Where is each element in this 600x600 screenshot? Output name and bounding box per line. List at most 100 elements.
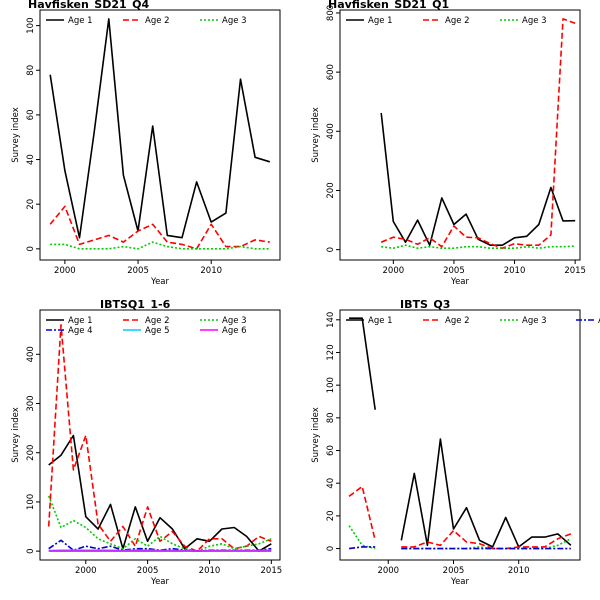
- legend-label: Age 1: [68, 316, 93, 326]
- legend-entry: Age 3: [200, 16, 247, 26]
- y-tick-label: 100: [326, 377, 336, 393]
- y-tick-label: 600: [326, 64, 336, 80]
- series-line: [380, 18, 576, 249]
- legend-label: Age 2: [445, 16, 470, 26]
- x-tick-label: 2000: [54, 266, 76, 276]
- series-age-2: [380, 18, 576, 249]
- y-axis-label: Survey index: [311, 407, 321, 463]
- legend-entry: Age 1: [346, 16, 393, 26]
- series-line: [400, 438, 572, 548]
- series-line: [349, 317, 376, 410]
- series-line: [48, 434, 272, 552]
- legend-label: Age 6: [222, 326, 247, 336]
- legend-label: Age 2: [145, 16, 170, 26]
- chart-title: IBTS_Q3: [400, 298, 450, 311]
- legend-label: Age 1: [68, 16, 93, 26]
- legend-label: Age 3: [222, 316, 247, 326]
- legend-label: Age 2: [145, 316, 170, 326]
- x-tick-label: 2010: [508, 566, 530, 576]
- y-tick-label: 80: [326, 412, 336, 423]
- legend-entry: Age 4: [46, 326, 93, 336]
- legend-entry: Age 2: [423, 16, 470, 26]
- legend-entry: Age 6: [200, 326, 247, 336]
- x-tick-label: 2005: [443, 266, 465, 276]
- series-line: [348, 485, 376, 541]
- x-tick-label: 2000: [377, 566, 399, 576]
- y-tick-label: 40: [26, 154, 36, 165]
- legend-label: Age 1: [368, 16, 393, 26]
- chart-panel-2: Havfisken_SD21_Q1 2000 2005 2010 2015 0 200 400…: [311, 0, 586, 287]
- y-tick-label: 80: [26, 65, 36, 76]
- y-axis-label: Survey index: [11, 407, 21, 463]
- legend-label: Age 4: [598, 316, 600, 326]
- legend-entry: Age 2: [123, 16, 170, 26]
- chart-title: Havfisken_SD21_Q4: [28, 0, 150, 11]
- y-tick-label: 60: [326, 445, 336, 456]
- y-tick-label: 0: [26, 548, 36, 553]
- y-tick-label: 20: [326, 510, 336, 521]
- series-line: [348, 546, 376, 550]
- y-tick-label: 100: [26, 18, 36, 34]
- y-tick-label: 60: [26, 109, 36, 120]
- series-line: [47, 323, 272, 552]
- x-tick-label: 2015: [564, 266, 586, 276]
- chart-panel-3: IBTSQ1_1-6 2000 2005 2010 2015 0 100 200 300 400 Y…: [11, 298, 282, 587]
- legend-entry: Age 1: [46, 316, 93, 326]
- x-tick-label: 2010: [199, 566, 221, 576]
- series-line: [380, 112, 576, 246]
- y-tick-label: 200: [26, 445, 36, 461]
- x-axis-label: Year: [150, 577, 170, 587]
- legend-entry: Age 3: [500, 316, 547, 326]
- series-age-3: [47, 495, 272, 552]
- legend-label: Age 4: [68, 326, 93, 336]
- y-tick-label: 100: [26, 494, 36, 510]
- series-line: [47, 495, 272, 552]
- series-line: [401, 529, 572, 550]
- y-tick-label: 120: [326, 344, 336, 360]
- x-tick-label: 2010: [504, 266, 526, 276]
- y-tick-label: 0: [26, 246, 36, 251]
- legend-entry: Age 2: [123, 316, 170, 326]
- chart-title: IBTSQ1_1-6: [100, 298, 171, 311]
- legend-label: Age 3: [522, 16, 547, 26]
- y-tick-label: 20: [26, 199, 36, 210]
- plot-frame: [39, 9, 281, 261]
- legend-label: Age 5: [145, 326, 170, 336]
- chart-panel-1: Havfisken_SD21_Q4 2000 2005 2010 0 20 40 60 80 10…: [11, 0, 281, 287]
- series-line: [49, 205, 270, 250]
- series-age-3: [381, 244, 576, 249]
- legend-label: Age 3: [222, 16, 247, 26]
- legend-entry: Age 1: [46, 16, 93, 26]
- y-tick-label: 300: [26, 395, 36, 411]
- x-tick-label: 2010: [200, 266, 222, 276]
- legend-label: Age 2: [445, 316, 470, 326]
- legend-entry: Age 3: [500, 16, 547, 26]
- series-line: [50, 241, 270, 250]
- x-tick-label: 2005: [137, 566, 159, 576]
- x-axis-label: Year: [450, 577, 470, 587]
- series-age-2: [348, 485, 572, 550]
- legend-entry: Age 3: [200, 316, 247, 326]
- series-age-1: [349, 317, 572, 548]
- y-tick-label: 140: [326, 312, 336, 328]
- series-age-1: [49, 18, 271, 239]
- y-axis-label: Survey index: [11, 107, 21, 163]
- chart-panel-4: IBTS_Q3 2000 2005 2010 0 20 40 60 80 100 120 140 Yea…: [311, 298, 600, 587]
- series-line: [381, 244, 576, 249]
- series-age-3: [50, 241, 270, 250]
- series-age-2: [47, 323, 272, 552]
- x-tick-label: 2005: [443, 566, 465, 576]
- legend-entry: Age 2: [423, 316, 470, 326]
- x-axis-label: Year: [450, 277, 470, 287]
- legend-label: Age 3: [522, 316, 547, 326]
- series-age-2: [49, 205, 270, 250]
- y-tick-label: 400: [26, 346, 36, 362]
- series-age-1: [380, 112, 576, 246]
- chart-title: Havfisken_SD21_Q1: [328, 0, 449, 11]
- x-tick-label: 2000: [75, 566, 97, 576]
- series-age-1: [48, 434, 272, 552]
- legend-label: Age 1: [368, 316, 393, 326]
- y-tick-label: 200: [326, 182, 336, 198]
- y-tick-label: 400: [326, 123, 336, 139]
- x-tick-label: 2015: [261, 566, 283, 576]
